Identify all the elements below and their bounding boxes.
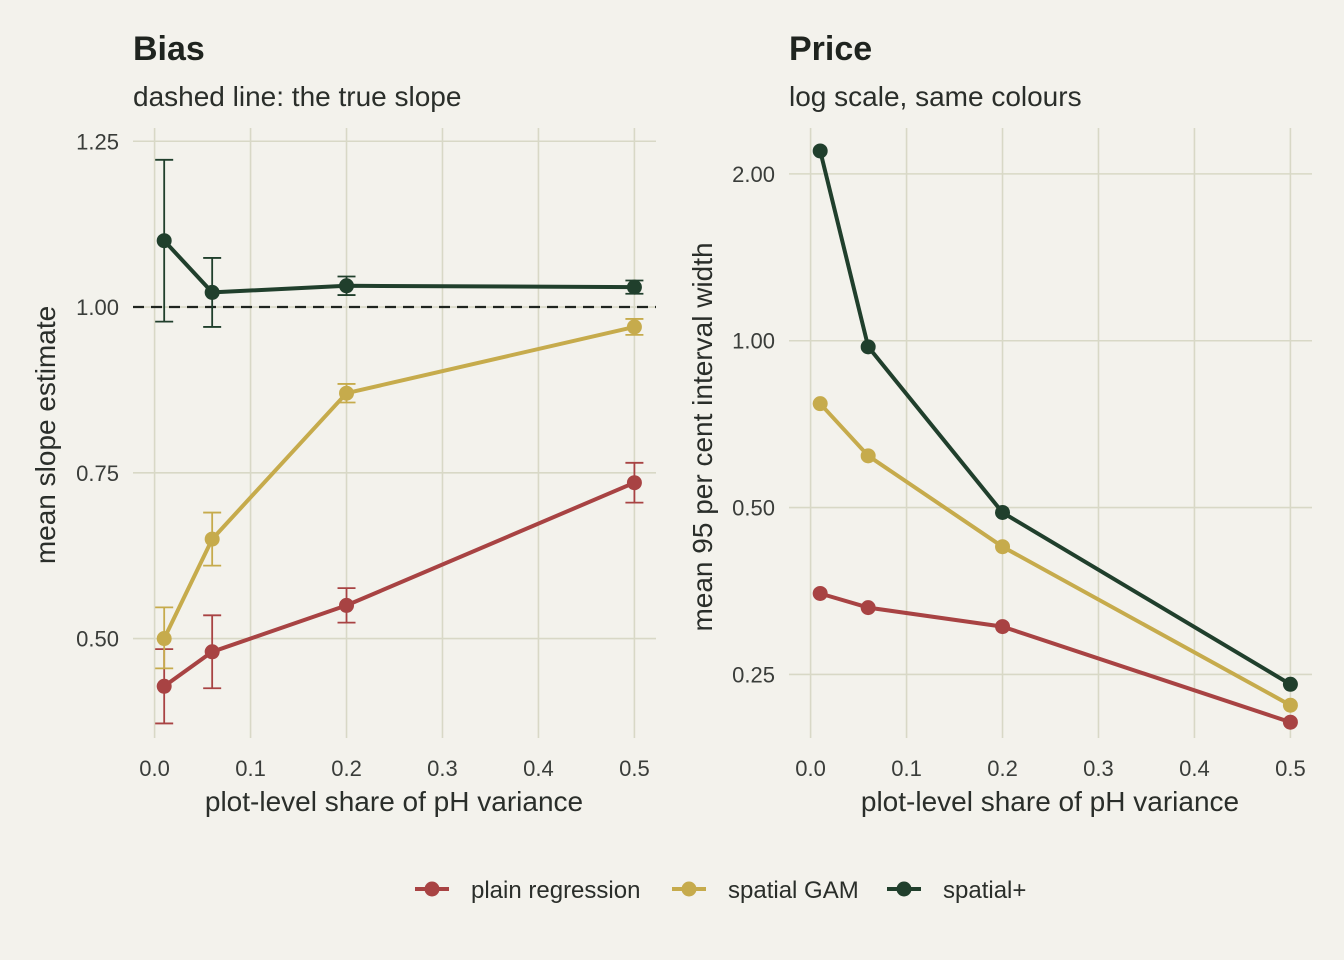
legend-label: plain regression: [471, 877, 640, 904]
price-series-plain-regression: [812, 585, 1298, 730]
price-point-spatial-gam: [995, 539, 1011, 555]
bias-point-plain-regression: [204, 644, 220, 660]
price-gridlines: [789, 128, 1312, 738]
bias-series-spatial-gam: [155, 318, 644, 670]
legend-key-point: [896, 881, 912, 897]
price-y-tick-label: 1.00: [732, 329, 775, 354]
price-y-tick-label: 2.00: [732, 162, 775, 187]
price-x-tick-labels: 0.0 0.1 0.2 0.3 0.4 0.5: [795, 756, 1305, 781]
price-point-spatial: [1282, 676, 1298, 692]
price-y-tick-label: 0.50: [732, 496, 775, 521]
price-y-tick-label: 0.25: [732, 662, 775, 687]
legend-key-point: [681, 881, 697, 897]
price-point-spatial-gam: [860, 448, 876, 464]
price-title: Price: [789, 30, 872, 68]
bias-y-tick-label: 1.00: [76, 295, 119, 320]
price-point-spatial: [995, 504, 1011, 520]
bias-point-spatial-gam: [626, 319, 642, 335]
price-line-spatial-gam: [818, 402, 1292, 707]
bias-x-tick-label: 0.0: [139, 756, 170, 781]
legend-item-spatial: spatial+: [887, 877, 1026, 904]
legend-item-plain-regression: plain regression: [415, 877, 640, 904]
bias-x-tick-label: 0.4: [523, 756, 554, 781]
bias-y-tick-label: 1.25: [76, 129, 119, 154]
bias-y-tick-label: 0.75: [76, 461, 119, 486]
legend-key-point: [424, 881, 440, 897]
bias-point-spatial: [339, 278, 355, 294]
price-x-tick-label: 0.0: [795, 756, 826, 781]
bias-x-axis-label: plot-level share of pH variance: [205, 786, 583, 817]
price-x-tick-label: 0.1: [891, 756, 922, 781]
bias-point-spatial: [204, 284, 220, 300]
price-line-spatial: [818, 150, 1292, 687]
bias-series-spatial: [155, 158, 644, 328]
price-series: [812, 143, 1298, 730]
bias-line-plain-regression: [163, 480, 636, 688]
bias-series: [155, 158, 644, 725]
bias-point-spatial-gam: [204, 531, 220, 547]
legend-label: spatial+: [943, 877, 1026, 904]
bias-point-spatial-gam: [339, 385, 355, 401]
bias-x-tick-label: 0.1: [235, 756, 266, 781]
price-point-plain-regression: [995, 619, 1011, 635]
price-point-spatial: [860, 339, 876, 355]
bias-x-tick-labels: 0.0 0.1 0.2 0.3 0.4 0.5: [139, 756, 649, 781]
price-x-tick-label: 0.3: [1083, 756, 1114, 781]
bias-y-tick-label: 0.50: [76, 627, 119, 652]
price-y-tick-labels: 0.25 0.50 1.00 2.00: [732, 162, 775, 688]
bias-point-spatial: [156, 233, 172, 249]
price-x-axis-label: plot-level share of pH variance: [861, 786, 1239, 817]
bias-point-plain-regression: [339, 597, 355, 613]
legend: plain regression spatial GAM spatial+: [415, 877, 1026, 904]
bias-title: Bias: [133, 30, 205, 68]
bias-point-spatial: [626, 279, 642, 295]
bias-x-tick-label: 0.3: [427, 756, 458, 781]
price-point-plain-regression: [860, 600, 876, 616]
bias-line-spatial-gam: [162, 324, 635, 640]
price-point-plain-regression: [1282, 714, 1298, 730]
legend-item-spatial-gam: spatial GAM: [672, 877, 859, 904]
price-subtitle: log scale, same colours: [789, 81, 1082, 112]
bias-y-axis-label: mean slope estimate: [30, 306, 61, 564]
bias-x-tick-label: 0.2: [331, 756, 362, 781]
bias-panel: Bias dashed line: the true slope 0.50 0.7…: [30, 30, 656, 817]
price-line-plain-regression: [819, 591, 1292, 725]
price-point-spatial-gam: [812, 396, 828, 412]
price-point-plain-regression: [812, 585, 828, 601]
bias-y-tick-labels: 0.50 0.75 1.00 1.25: [76, 129, 119, 651]
bias-point-plain-regression: [156, 678, 172, 694]
price-point-spatial: [812, 143, 828, 159]
price-point-spatial-gam: [1282, 697, 1298, 713]
bias-point-plain-regression: [626, 475, 642, 491]
price-series-spatial-gam: [812, 396, 1298, 713]
bias-subtitle: dashed line: the true slope: [133, 81, 461, 112]
price-panel: Price log scale, same colours 0.25 0.50 1.…: [687, 30, 1312, 817]
price-series-spatial: [812, 143, 1298, 692]
bias-point-spatial-gam: [156, 631, 172, 647]
bias-x-tick-label: 0.5: [619, 756, 650, 781]
price-x-tick-label: 0.2: [987, 756, 1018, 781]
price-x-tick-label: 0.5: [1275, 756, 1306, 781]
legend-label: spatial GAM: [728, 877, 859, 904]
price-x-tick-label: 0.4: [1179, 756, 1210, 781]
bias-series-plain-regression: [155, 461, 644, 725]
bias-line-spatial: [162, 239, 635, 295]
price-y-axis-label: mean 95 per cent interval width: [687, 242, 718, 631]
